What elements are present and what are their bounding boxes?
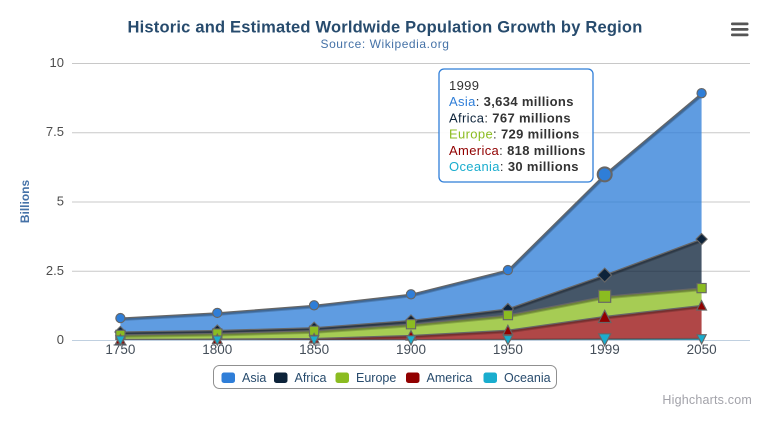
- svg-text:Asia: Asia: [242, 371, 266, 385]
- svg-text:1850: 1850: [299, 342, 329, 357]
- svg-text:Europe: Europe: [356, 371, 396, 385]
- svg-text:Europe: 729 millions: Europe: 729 millions: [449, 127, 580, 142]
- svg-text:1900: 1900: [396, 342, 426, 357]
- svg-text:Asia: 3,634 millions: Asia: 3,634 millions: [449, 94, 574, 109]
- svg-text:Source: Wikipedia.org: Source: Wikipedia.org: [321, 37, 450, 51]
- svg-text:Africa: 767 millions: Africa: 767 millions: [449, 110, 571, 125]
- svg-text:America: America: [427, 371, 473, 385]
- svg-text:1750: 1750: [105, 342, 135, 357]
- svg-text:1800: 1800: [202, 342, 232, 357]
- svg-text:Oceania: 30 millions: Oceania: 30 millions: [449, 159, 579, 174]
- svg-text:Highcharts.com: Highcharts.com: [662, 393, 752, 407]
- svg-text:0: 0: [57, 332, 64, 347]
- svg-text:Billions: Billions: [18, 180, 32, 224]
- svg-text:1999: 1999: [590, 342, 620, 357]
- svg-text:America: 818 millions: America: 818 millions: [449, 143, 586, 158]
- svg-text:1999: 1999: [449, 78, 479, 93]
- svg-text:2050: 2050: [687, 342, 717, 357]
- svg-text:5: 5: [57, 194, 64, 209]
- svg-text:Africa: Africa: [295, 371, 327, 385]
- svg-text:10: 10: [50, 55, 64, 70]
- svg-text:1950: 1950: [493, 342, 523, 357]
- svg-text:Historic and Estimated Worldwi: Historic and Estimated Worldwide Populat…: [128, 19, 643, 37]
- svg-text:2.5: 2.5: [46, 263, 64, 278]
- svg-text:7.5: 7.5: [46, 124, 64, 139]
- svg-text:Oceania: Oceania: [504, 371, 551, 385]
